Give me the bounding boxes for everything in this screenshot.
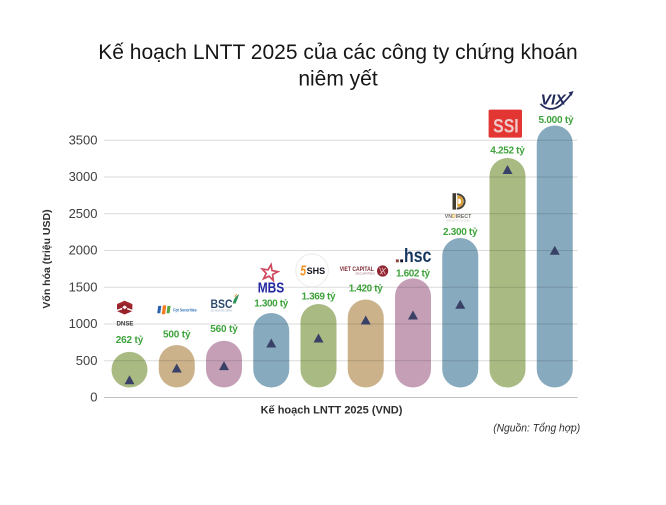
svg-text:1.602 tỷ: 1.602 tỷ (396, 269, 430, 280)
svg-text:500 tỷ: 500 tỷ (163, 329, 191, 340)
svg-text:Kế hoạch LNTT 2025 (VND): Kế hoạch LNTT 2025 (VND) (261, 405, 403, 417)
svg-text:Vốn hóa (triệu USD): Vốn hóa (triệu USD) (41, 209, 53, 308)
svg-text:Kế hoạch LNTT 2025 của các côn: Kế hoạch LNTT 2025 của các công ty chứng… (98, 41, 577, 64)
svg-text:2500: 2500 (69, 206, 98, 221)
svg-text:Fpt Securities: Fpt Securities (173, 307, 197, 312)
svg-text:3000: 3000 (69, 169, 98, 184)
svg-text:DNSE: DNSE (117, 320, 135, 327)
svg-text:hsc: hsc (404, 246, 432, 267)
svg-text:1.369 tỷ: 1.369 tỷ (302, 292, 336, 303)
svg-text:BSC: BSC (211, 299, 233, 311)
svg-text:1000: 1000 (69, 316, 98, 331)
svg-text:VIET CAPITAL: VIET CAPITAL (340, 266, 374, 273)
svg-text:1.420 tỷ: 1.420 tỷ (349, 284, 383, 295)
svg-text:2000: 2000 (69, 243, 98, 258)
svg-text:SECURITIES: SECURITIES (355, 271, 375, 275)
svg-text:500: 500 (76, 353, 98, 368)
svg-text:1500: 1500 (69, 279, 98, 294)
svg-text:3500: 3500 (69, 133, 98, 148)
svg-text:MBS: MBS (258, 280, 285, 296)
svg-text:VIX: VIX (541, 92, 567, 108)
svg-text:SHS: SHS (307, 266, 326, 277)
svg-text:4.252 tỷ: 4.252 tỷ (490, 146, 525, 157)
svg-text:(Nguồn: Tổng hợp): (Nguồn: Tổng hợp) (493, 423, 580, 435)
svg-text:SSI: SSI (493, 115, 519, 137)
svg-text:BIDV SECURITIES COMPANY: BIDV SECURITIES COMPANY (211, 309, 233, 313)
svg-text:1.300 tỷ: 1.300 tỷ (254, 299, 288, 310)
svg-text:5.000 tỷ: 5.000 tỷ (539, 115, 574, 126)
svg-text:VNDIRECT: VNDIRECT (445, 214, 472, 220)
svg-text:2.300 tỷ: 2.300 tỷ (443, 227, 478, 238)
svg-text:WISDOM TO SUCCESS: WISDOM TO SUCCESS (447, 219, 470, 222)
svg-text:262 tỷ: 262 tỷ (116, 335, 144, 346)
svg-text:5: 5 (300, 264, 306, 280)
svg-text:0: 0 (90, 390, 97, 405)
svg-text:niêm yết: niêm yết (298, 68, 378, 91)
svg-text:560 tỷ: 560 tỷ (210, 324, 238, 335)
